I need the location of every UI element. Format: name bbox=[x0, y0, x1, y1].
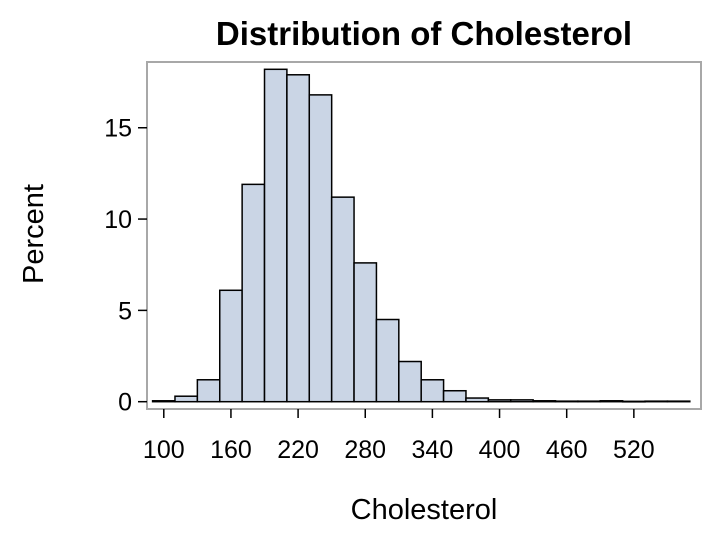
histogram-bar bbox=[420, 379, 445, 403]
histogram-bar bbox=[151, 400, 176, 403]
histogram-bar bbox=[465, 397, 490, 403]
histogram-bar bbox=[241, 183, 266, 403]
y-tick-label: 5 bbox=[118, 297, 132, 325]
x-tick-label: 100 bbox=[143, 436, 185, 464]
x-tick-label: 220 bbox=[277, 436, 319, 464]
histogram-bar bbox=[196, 379, 221, 403]
y-tick-label: 0 bbox=[118, 389, 132, 417]
y-tick-label: 10 bbox=[104, 206, 132, 234]
plot-frame bbox=[146, 61, 702, 410]
histogram-bar bbox=[577, 400, 602, 403]
histogram-bar bbox=[286, 74, 311, 403]
x-tick-label: 280 bbox=[344, 436, 386, 464]
histogram-bar bbox=[174, 395, 199, 403]
x-tick-label: 340 bbox=[412, 436, 454, 464]
histogram-bar bbox=[532, 400, 557, 403]
histogram-bars bbox=[151, 68, 691, 403]
histogram-bar bbox=[330, 196, 355, 403]
x-tick-label: 520 bbox=[613, 436, 655, 464]
x-tick-label: 160 bbox=[210, 436, 252, 464]
histogram-bar bbox=[442, 389, 467, 403]
histogram-bar bbox=[353, 262, 378, 403]
x-tick-label: 400 bbox=[479, 436, 521, 464]
chart-title: Distribution of Cholesterol bbox=[216, 15, 632, 52]
histogram-bar bbox=[644, 400, 669, 403]
histogram-bar bbox=[509, 399, 534, 403]
histogram-bar bbox=[666, 400, 691, 403]
histogram-bar bbox=[554, 400, 579, 403]
y-tick-label: 15 bbox=[104, 115, 132, 143]
histogram-bar bbox=[621, 400, 646, 403]
y-axis-label: Percent bbox=[18, 184, 50, 284]
histogram-bar bbox=[375, 318, 400, 403]
histogram-bar bbox=[398, 360, 422, 403]
x-axis-label: Cholesterol bbox=[351, 494, 498, 526]
x-tick-label: 460 bbox=[546, 436, 588, 464]
histogram-bar bbox=[308, 94, 333, 403]
histogram-bar bbox=[218, 289, 243, 403]
x-axis: 100 160 220 280 340 400 460 520 bbox=[143, 409, 655, 464]
histogram-bar bbox=[599, 400, 624, 403]
histogram-bar bbox=[487, 399, 512, 403]
y-axis: 0 5 10 15 bbox=[104, 115, 147, 417]
histogram-bar bbox=[263, 68, 288, 403]
